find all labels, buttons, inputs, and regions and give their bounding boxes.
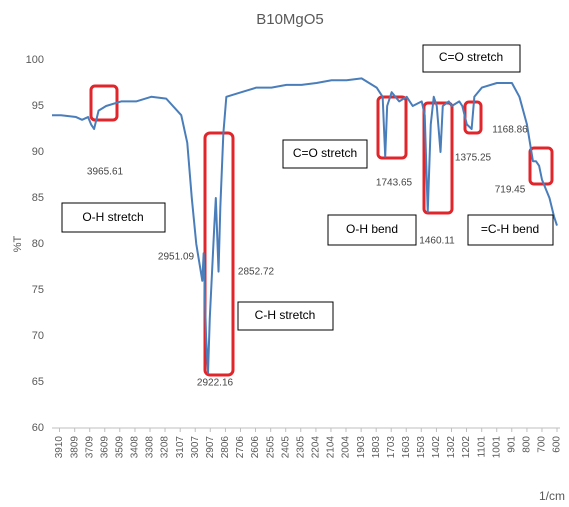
x-tick-label: 1803 bbox=[371, 436, 382, 459]
annotation-box bbox=[237, 301, 334, 331]
x-tick-label: 2204 bbox=[311, 436, 322, 459]
annotation-label: O-H stretch bbox=[82, 210, 143, 224]
peak-label: 2951.09 bbox=[158, 252, 195, 263]
x-tick-label: 1302 bbox=[446, 436, 457, 459]
highlight-box bbox=[422, 101, 454, 215]
x-tick-label: 1603 bbox=[401, 436, 412, 459]
y-tick-label: 80 bbox=[32, 238, 44, 250]
annotation-box bbox=[422, 44, 521, 73]
y-axis-label: %T bbox=[12, 235, 24, 252]
x-tick-label: 700 bbox=[537, 436, 548, 453]
x-tick-label: 2405 bbox=[280, 436, 291, 459]
x-tick-label: 1101 bbox=[476, 436, 487, 458]
x-tick-label: 3208 bbox=[160, 436, 171, 459]
x-tick-label: 3910 bbox=[54, 436, 65, 459]
annotation-label: C=O stretch bbox=[293, 146, 357, 160]
peak-label: 1168.86 bbox=[492, 125, 528, 136]
peak-label: 2852.72 bbox=[238, 267, 275, 278]
x-tick-label: 3609 bbox=[99, 436, 110, 459]
peak-label: 719.45 bbox=[495, 185, 526, 196]
x-tick-label: 2706 bbox=[235, 436, 246, 459]
annotation-label: =C-H bend bbox=[481, 222, 539, 236]
x-tick-label: 3809 bbox=[69, 436, 80, 459]
peak-label: 1743.65 bbox=[376, 178, 413, 189]
y-tick-label: 70 bbox=[32, 330, 44, 342]
x-tick-label: 3007 bbox=[190, 436, 201, 459]
x-axis-label: 1/cm bbox=[539, 489, 565, 503]
annotation-label: O-H bend bbox=[346, 222, 398, 236]
x-tick-label: 3509 bbox=[114, 436, 125, 459]
peak-label: 1375.25 bbox=[455, 153, 492, 164]
x-tick-label: 3709 bbox=[84, 436, 95, 459]
y-tick-label: 60 bbox=[32, 422, 44, 434]
annotation-label: C=O stretch bbox=[439, 50, 503, 64]
annotation-box bbox=[282, 139, 368, 169]
y-tick-label: 75 bbox=[32, 284, 44, 296]
x-tick-label: 1001 bbox=[491, 436, 502, 459]
x-tick-label: 2806 bbox=[220, 436, 231, 459]
x-tick-label: 3408 bbox=[130, 436, 141, 459]
x-tick-label: 2505 bbox=[265, 436, 276, 459]
x-tick-label: 3107 bbox=[175, 436, 186, 459]
x-tick-label: 1903 bbox=[356, 436, 367, 459]
annotation-box bbox=[467, 214, 554, 246]
peak-label: 1460.11 bbox=[419, 236, 455, 247]
x-tick-label: 2907 bbox=[205, 436, 216, 459]
highlight-box bbox=[528, 146, 554, 186]
x-tick-label: 600 bbox=[552, 436, 563, 453]
x-tick-label: 2606 bbox=[250, 436, 261, 459]
x-tick-label: 1402 bbox=[431, 436, 442, 459]
annotation-label: C-H stretch bbox=[255, 308, 316, 322]
highlight-box bbox=[376, 95, 408, 160]
chart-title: B10MgO5 bbox=[256, 11, 324, 28]
highlight-box bbox=[203, 131, 235, 377]
peak-label: 3965.61 bbox=[87, 167, 124, 178]
x-tick-label: 2104 bbox=[326, 436, 337, 459]
y-tick-label: 85 bbox=[32, 192, 44, 204]
x-tick-label: 2004 bbox=[341, 436, 352, 459]
peak-label: 2922.16 bbox=[197, 378, 234, 389]
y-tick-label: 90 bbox=[32, 146, 44, 158]
x-tick-label: 901 bbox=[506, 436, 517, 453]
annotation-box bbox=[61, 202, 166, 233]
y-tick-label: 95 bbox=[32, 100, 44, 112]
x-tick-label: 1202 bbox=[461, 436, 472, 459]
x-tick-label: 1503 bbox=[416, 436, 427, 459]
x-tick-label: 2305 bbox=[295, 436, 306, 459]
y-tick-label: 100 bbox=[26, 54, 44, 66]
x-tick-label: 1703 bbox=[386, 436, 397, 459]
x-tick-label: 3308 bbox=[145, 436, 156, 459]
x-tick-label: 800 bbox=[522, 436, 533, 453]
annotation-box bbox=[327, 214, 417, 246]
y-tick-label: 65 bbox=[32, 376, 44, 388]
spectrum-line bbox=[52, 77, 558, 374]
